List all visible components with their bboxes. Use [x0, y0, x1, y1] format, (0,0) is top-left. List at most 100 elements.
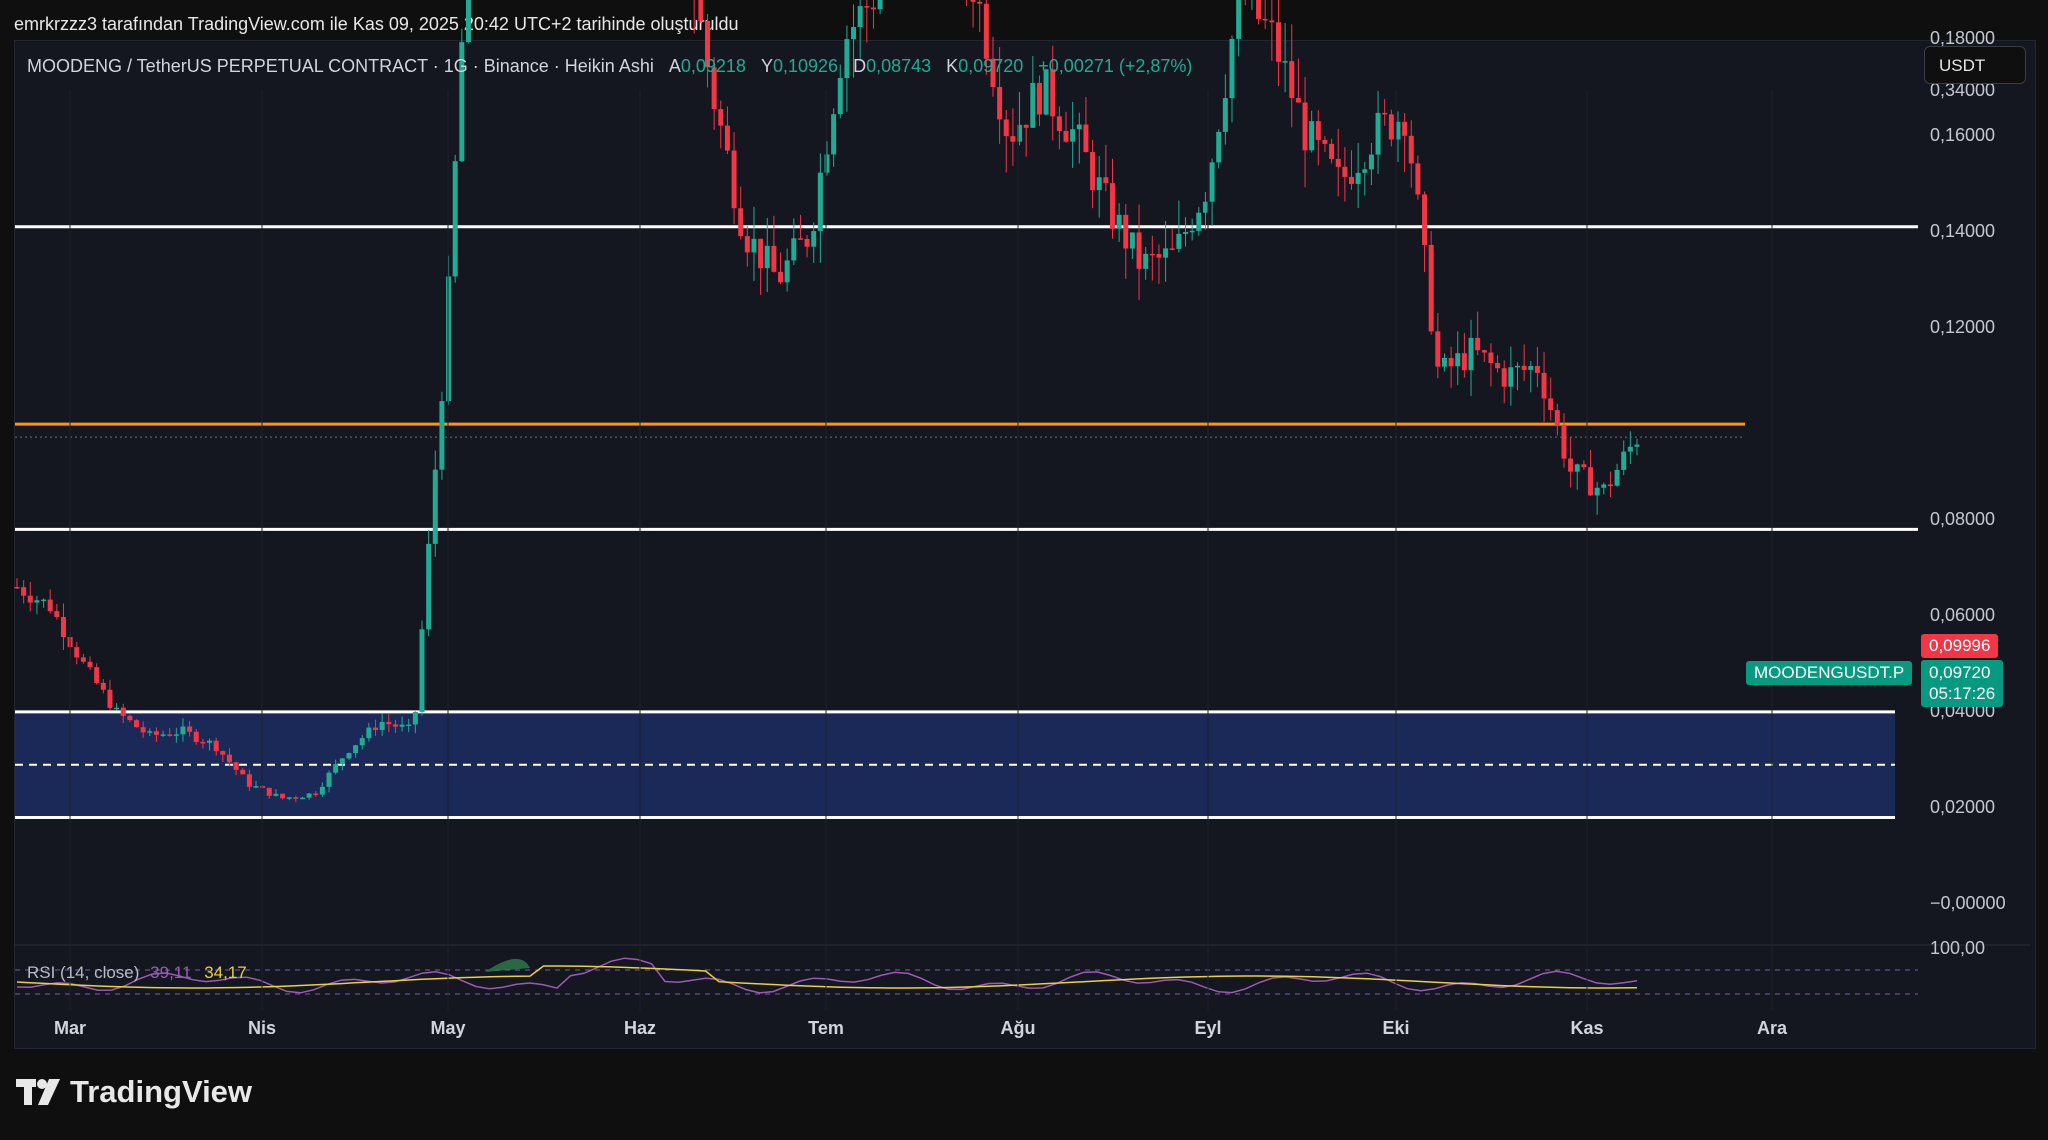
candle-body — [1123, 214, 1129, 249]
currency-button[interactable]: USDT — [1924, 46, 2026, 84]
candle-body — [1402, 121, 1408, 136]
candle-body — [419, 629, 425, 712]
candle-body — [1196, 212, 1202, 231]
candle-body — [107, 689, 113, 708]
candle-body — [1428, 244, 1434, 332]
alert-price-tag: 0,09996 — [1921, 634, 1999, 658]
candle-body — [1368, 154, 1374, 170]
candle-body — [293, 797, 299, 799]
candle-body — [100, 682, 106, 690]
candle-body — [1614, 469, 1620, 486]
symbol-title[interactable]: MOODENG / TetherUS PERPETUAL CONTRACT · … — [27, 56, 654, 76]
candle-body — [1169, 248, 1175, 250]
candle-body — [744, 236, 750, 253]
candle-body — [187, 726, 193, 732]
open-value: 0,09218 — [680, 56, 746, 76]
candle-body — [1422, 194, 1428, 245]
candle-body — [87, 661, 93, 668]
candle-body — [41, 599, 47, 602]
candle-body — [167, 734, 173, 736]
candle-body — [299, 797, 305, 800]
candle-body — [1588, 467, 1594, 496]
candle-body — [173, 734, 179, 736]
price-tick-label: 0,02000 — [1930, 796, 1996, 817]
rsi-value: 39,11 — [150, 963, 192, 982]
candle-body — [459, 42, 465, 162]
candle-body — [359, 738, 365, 746]
candle-body — [1408, 135, 1414, 164]
candle-body — [1441, 357, 1447, 367]
candle-body — [80, 657, 86, 662]
candle-body — [1329, 143, 1335, 159]
chart-panel[interactable] — [14, 40, 2036, 1049]
candle-body — [213, 740, 219, 752]
candle-body — [824, 154, 830, 173]
change-value: +0,00271 (+2,87%) — [1038, 56, 1193, 76]
close-value: 0,09720 — [958, 56, 1024, 76]
month-label: Ağu — [1000, 1018, 1036, 1038]
candle-body — [1043, 69, 1049, 115]
candle-body — [1129, 232, 1135, 249]
candle-body — [1534, 365, 1540, 373]
candle-body — [1109, 183, 1115, 229]
candle-body — [1309, 121, 1315, 151]
candle-body — [1103, 177, 1109, 184]
price-tick-label: 0,06000 — [1930, 604, 1996, 625]
candle-body — [319, 786, 325, 795]
candle-body — [1355, 172, 1361, 184]
candle-body — [134, 720, 140, 728]
candle-body — [1574, 464, 1580, 472]
tradingview-logo[interactable]: TradingView — [16, 1074, 252, 1110]
candle-body — [1322, 139, 1328, 144]
candle-body — [1236, 0, 1242, 39]
candle-body — [233, 762, 239, 770]
candle-body — [1256, 0, 1262, 19]
candle-body — [1063, 130, 1069, 142]
chart-caption: emrkrzzz3 tarafından TradingView.com ile… — [14, 14, 739, 34]
candle-body — [771, 245, 777, 272]
symbol-info-line: MOODENG / TetherUS PERPETUAL CONTRACT · … — [27, 56, 1192, 77]
candle-body — [1136, 232, 1142, 269]
rsi-overbought-fill — [485, 958, 530, 972]
candle-body — [1388, 114, 1394, 140]
candle-body — [738, 208, 744, 237]
month-label: May — [430, 1018, 466, 1038]
candle-body — [207, 740, 213, 743]
candle-body — [373, 727, 379, 731]
candle-body — [1216, 131, 1222, 163]
candle-body — [47, 599, 53, 612]
candle-body — [446, 276, 452, 402]
candle-body — [1514, 365, 1520, 368]
candle-body — [465, 0, 471, 43]
candle-body — [877, 0, 883, 10]
rsi-legend[interactable]: RSI (14, close) 39,11 34,17 — [27, 963, 247, 983]
candle-body — [1481, 350, 1487, 353]
candle-body — [266, 787, 272, 796]
candle-body — [1607, 484, 1613, 487]
candle-body — [724, 125, 730, 151]
candle-body — [1461, 353, 1467, 371]
last-price: 0,09720 — [1929, 663, 1991, 682]
close-label: K — [946, 56, 959, 76]
price-tick-label: 0,08000 — [1930, 508, 1996, 529]
price-tick-label: 0,18000 — [1930, 28, 1996, 49]
candle-body — [1541, 372, 1547, 399]
candle-body — [333, 764, 339, 773]
candle-body — [1183, 232, 1189, 234]
candle-body — [1554, 410, 1560, 425]
candle-body — [1501, 368, 1507, 387]
candle-body — [1601, 484, 1607, 488]
candle-body — [864, 6, 870, 8]
candle-body — [54, 611, 60, 617]
rsi-axis-label: 100,00 — [1930, 938, 1986, 958]
bar-countdown: 05:17:26 — [1929, 684, 1996, 703]
candle-body — [240, 769, 246, 775]
candle-body — [1627, 446, 1633, 452]
candle-body — [1023, 124, 1029, 128]
candle-body — [1143, 253, 1149, 269]
candle-body — [791, 238, 797, 261]
candle-body — [14, 587, 20, 589]
candle-body — [27, 595, 33, 603]
candle-body — [1382, 112, 1388, 115]
